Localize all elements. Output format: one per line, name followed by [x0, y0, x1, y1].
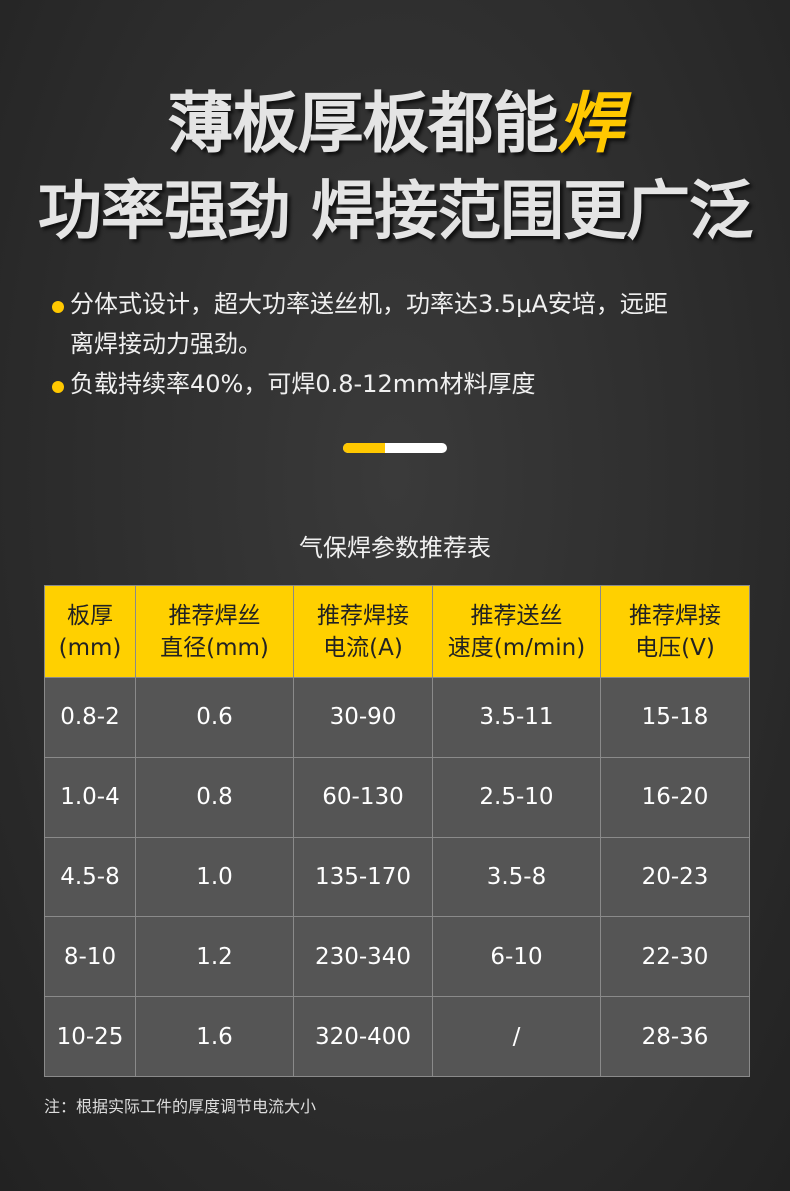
table-row: 8-10 1.2 230-340 6-10 22-30	[44, 916, 750, 998]
parameter-table: 板厚 (mm) 推荐焊丝 直径(mm) 推荐焊接 电流(A) 推荐送丝 速度(m/min) 推荐…	[44, 585, 750, 1077]
column-header: 推荐焊接电流(A)	[293, 585, 433, 678]
table-cell: 230-340	[293, 916, 433, 998]
table-cell: 1.6	[135, 996, 294, 1077]
bullet-dot-icon	[52, 301, 64, 313]
table-cell: 10-25	[44, 996, 136, 1077]
table-row: 10-25 1.6 320-400/28-36	[44, 996, 750, 1077]
header-text: 电流(A)	[323, 634, 403, 661]
table-caption: 气保焊参数推荐表	[299, 534, 491, 562]
table-cell: 28-36	[600, 996, 750, 1077]
table-cell: /	[432, 996, 601, 1077]
table-cell: 22-30	[600, 916, 750, 998]
table-cell: 3.5-8	[432, 836, 601, 918]
bullet-text: 离焊接动力强劲。	[70, 330, 262, 358]
progress-fill	[343, 443, 385, 453]
table-cell: 20-23	[600, 836, 750, 918]
bullet-2: 负载持续率40%，可焊0.8-12mm材料厚度	[52, 364, 762, 404]
table-cell: 1.0-4	[44, 756, 136, 838]
column-header: 推荐焊接电压(V)	[600, 585, 750, 678]
table-cell: 60-130	[293, 756, 433, 838]
bullet-text: 分体式设计，超大功率送丝机，功率达3.5μA安培，远距	[70, 290, 668, 318]
table-cell: 3.5-11	[432, 677, 601, 758]
header-text: 推荐焊丝	[168, 602, 261, 629]
headline-line-2: 功率强劲 焊接范围更广泛	[37, 175, 753, 249]
table-header-row: 板厚 (mm) 推荐焊丝 直径(mm) 推荐焊接 电流(A) 推荐送丝 速度(m/min) 推荐…	[44, 585, 750, 678]
table-cell: 0.6	[135, 677, 294, 758]
table-row: 0.8-2 0.6 30-90 3.5-11 15-18	[44, 677, 750, 758]
table-cell: 320-400	[293, 996, 433, 1077]
header-text: 推荐焊接	[629, 602, 721, 629]
table-cell: 135-170	[293, 836, 433, 918]
table-note: 注：根据实际工件的厚度调节电流大小	[44, 1097, 317, 1116]
table-cell: 0.8-2	[44, 677, 136, 758]
header-text: 电压(V)	[635, 634, 715, 661]
table-row: 4.5-8 1.0 135-170 3.5-8 20-23	[44, 836, 750, 918]
table-cell: 1.0	[135, 836, 294, 918]
headline-line-1: 薄板厚板都能焊	[0, 70, 790, 166]
headline-main: 薄板厚板都能	[167, 85, 559, 162]
column-header: 推荐焊丝直径(mm)	[135, 585, 294, 678]
progress-indicator	[343, 443, 447, 453]
table-cell: 8-10	[44, 916, 136, 998]
header-text: 推荐焊接	[317, 602, 409, 629]
headline-highlight: 焊	[557, 85, 624, 162]
header-text: 板厚	[67, 602, 113, 629]
table-cell: 0.8	[135, 756, 294, 838]
bullet-text: 负载持续率40%，可焊0.8-12mm材料厚度	[70, 370, 536, 398]
header-text: (mm)	[58, 634, 122, 661]
header-text: 直径(mm)	[160, 634, 269, 661]
table-cell: 30-90	[293, 677, 433, 758]
header-text: 速度(m/min)	[447, 634, 586, 661]
table-row: 1.0-4 0.8 60-130 2.5-10 16-20	[44, 756, 750, 838]
column-header: 板厚 (mm)	[44, 585, 136, 678]
bullet-1: 分体式设计，超大功率送丝机，功率达3.5μA安培，远距 离焊接动力强劲。	[52, 284, 762, 364]
bullet-dot-icon	[52, 381, 64, 393]
table-cell: 6-10	[432, 916, 601, 998]
table-cell: 1.2	[135, 916, 294, 998]
table-cell: 4.5-8	[44, 836, 136, 918]
table-cell: 2.5-10	[432, 756, 601, 838]
header-text: 推荐送丝	[470, 602, 563, 629]
table-cell: 16-20	[600, 756, 750, 838]
table-cell: 15-18	[600, 677, 750, 758]
column-header: 推荐送丝速度(m/min)	[432, 585, 601, 678]
